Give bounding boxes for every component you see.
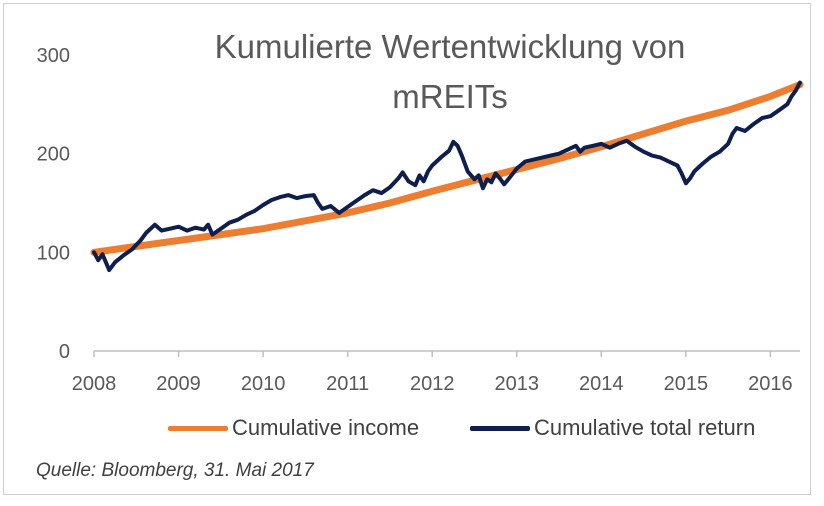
x-tick-label: 2010 [241, 373, 286, 395]
x-tick-label: 2016 [748, 373, 793, 395]
x-tick-label: 2012 [410, 373, 455, 395]
x-tick-label: 2009 [156, 373, 201, 395]
legend-label-income: Cumulative income [232, 415, 420, 440]
legend-swatch-total-return [470, 425, 530, 431]
x-tick-label: 2008 [72, 373, 117, 395]
x-tick-label: 2015 [664, 373, 709, 395]
series-line-cumulative-total-return [92, 80, 802, 273]
legend-label-total-return: Cumulative total return [534, 415, 756, 440]
y-tick-label: 100 [37, 242, 70, 264]
source-note: Quelle: Bloomberg, 31. Mai 2017 [36, 460, 314, 481]
y-tick-label: 200 [37, 144, 70, 166]
y-axis: 0 100 200 300 [37, 45, 70, 363]
y-tick-label: 300 [37, 45, 70, 67]
x-axis: 2008 2009 2010 2011 2012 2013 2014 2015 2016 [72, 350, 800, 395]
series-layer [90, 80, 804, 273]
legend: Cumulative income Cumulative total retur… [0, 415, 824, 445]
legend-item-income: Cumulative income [168, 415, 419, 441]
chart-title: Kumulierte Wertentwicklung von mREITs [214, 28, 686, 115]
y-tick-label: 0 [59, 341, 70, 363]
legend-swatch-income [168, 425, 228, 431]
legend-item-total-return: Cumulative total return [470, 415, 755, 441]
x-tick-label: 2014 [579, 373, 624, 395]
x-tick-label: 2011 [326, 373, 369, 395]
x-tick-label: 2013 [495, 373, 540, 395]
